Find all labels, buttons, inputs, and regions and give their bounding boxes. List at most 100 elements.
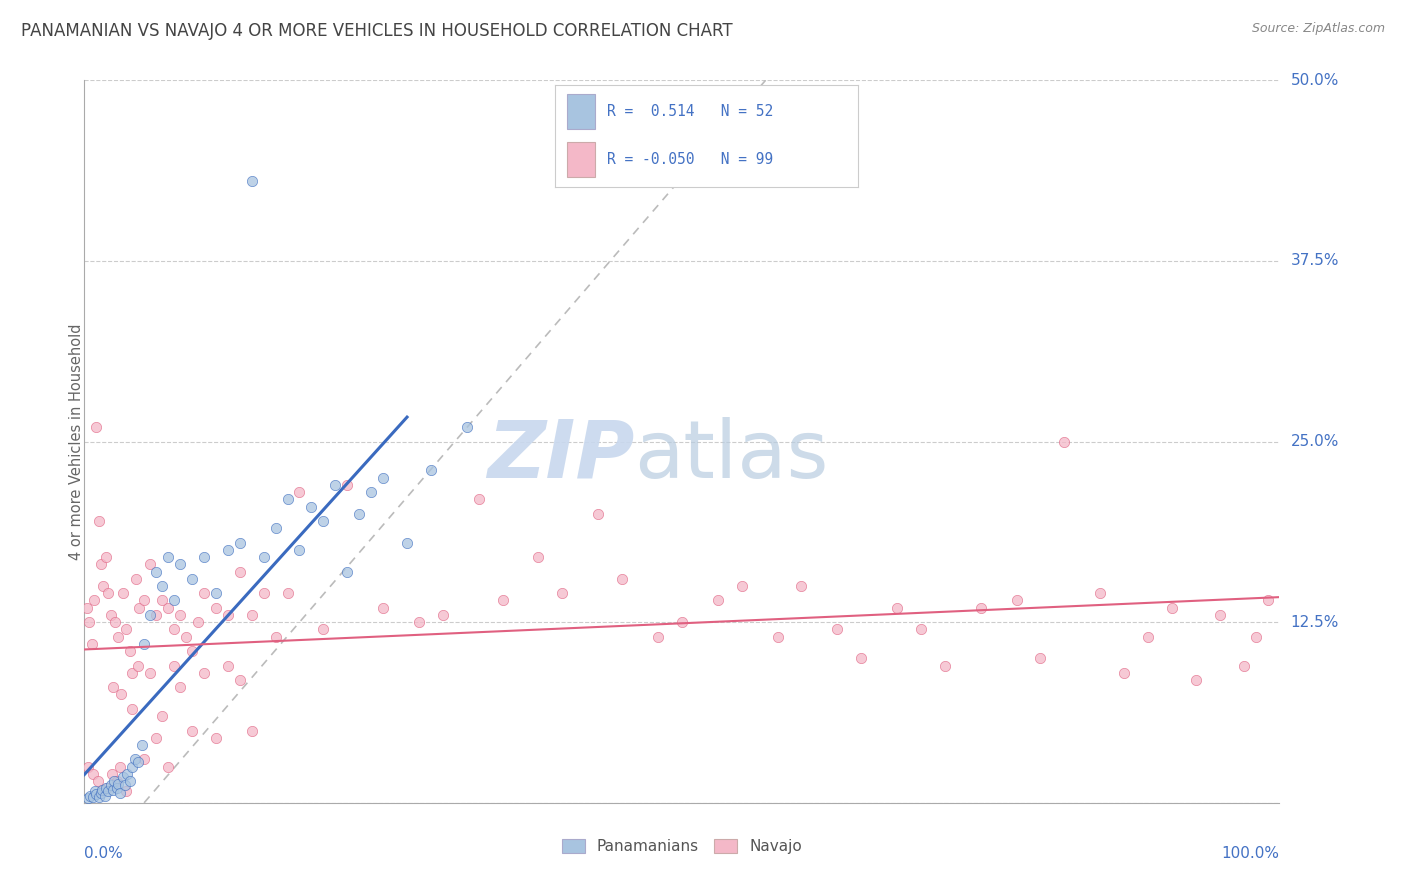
Point [94,550,117,565]
Point [217,607,239,622]
Point [139,607,162,622]
Point [117,767,139,781]
Point [76,600,98,615]
Point [1233,658,1256,673]
Point [288,542,311,557]
Point [101,680,124,694]
Point [468,492,491,507]
Point [86,774,108,789]
Point [264,521,287,535]
Point [90,558,112,572]
Point [93,579,115,593]
Point [139,665,162,680]
Text: 37.5%: 37.5% [1291,253,1339,268]
Point [150,579,173,593]
Point [101,767,124,781]
Point [77,615,100,630]
Point [312,514,335,528]
Point [349,507,371,521]
Point [90,786,112,800]
Point [79,789,101,803]
Point [163,593,186,607]
Point [124,752,146,766]
Text: Source: ZipAtlas.com: Source: ZipAtlas.com [1251,22,1385,36]
Point [104,615,127,630]
Point [193,550,215,565]
Point [408,615,430,630]
Text: PANAMANIAN VS NAVAJO 4 OR MORE VEHICLES IN HOUSEHOLD CORRELATION CHART: PANAMANIAN VS NAVAJO 4 OR MORE VEHICLES … [21,22,733,40]
Point [169,607,191,622]
Point [217,658,239,673]
Point [229,565,252,579]
Point [527,550,550,565]
Point [396,535,419,549]
Text: ZIP: ZIP [486,417,634,495]
Point [731,579,754,593]
Point [205,731,228,745]
Point [110,786,132,800]
Point [1005,593,1028,607]
Point [145,731,167,745]
Point [121,665,143,680]
Point [132,752,156,766]
Point [217,542,239,557]
Point [145,565,167,579]
Point [707,593,730,607]
Point [240,723,263,738]
Point [174,630,197,644]
Point [492,593,515,607]
Point [181,572,204,586]
Point [1029,651,1052,665]
Point [163,623,186,637]
Point [103,774,125,789]
Point [193,586,215,600]
Point [86,787,108,801]
Point [205,600,228,615]
Point [934,658,956,673]
Point [132,593,156,607]
Point [970,600,993,615]
Point [301,500,323,514]
Point [93,789,115,803]
Point [91,782,114,797]
Text: 100.0%: 100.0% [1222,847,1279,861]
Point [100,607,122,622]
Point [1137,630,1160,644]
Text: R =  0.514   N = 52: R = 0.514 N = 52 [607,103,773,119]
Point [288,485,311,500]
Point [115,623,138,637]
Point [827,623,849,637]
Point [77,760,100,774]
Point [240,607,263,622]
Point [229,535,252,549]
Point [150,709,173,723]
Point [101,782,124,797]
Point [851,651,873,665]
Point [647,630,669,644]
Y-axis label: 4 or more Vehicles in Household: 4 or more Vehicles in Household [69,323,83,560]
Point [110,687,132,701]
Point [240,174,263,188]
Point [82,790,104,805]
Point [157,550,180,565]
Point [253,550,276,565]
Point [1244,630,1267,644]
Point [94,781,117,796]
Point [127,756,149,770]
Point [111,770,134,784]
Point [97,784,120,798]
Point [118,644,141,658]
Point [131,738,153,752]
Point [118,774,141,789]
Point [1114,665,1136,680]
Point [128,600,150,615]
Point [1161,600,1184,615]
Point [100,779,122,793]
Point [181,644,204,658]
Point [114,779,136,793]
Point [1185,673,1208,687]
Point [588,507,610,521]
Point [87,514,110,528]
Point [229,673,252,687]
Point [157,760,180,774]
